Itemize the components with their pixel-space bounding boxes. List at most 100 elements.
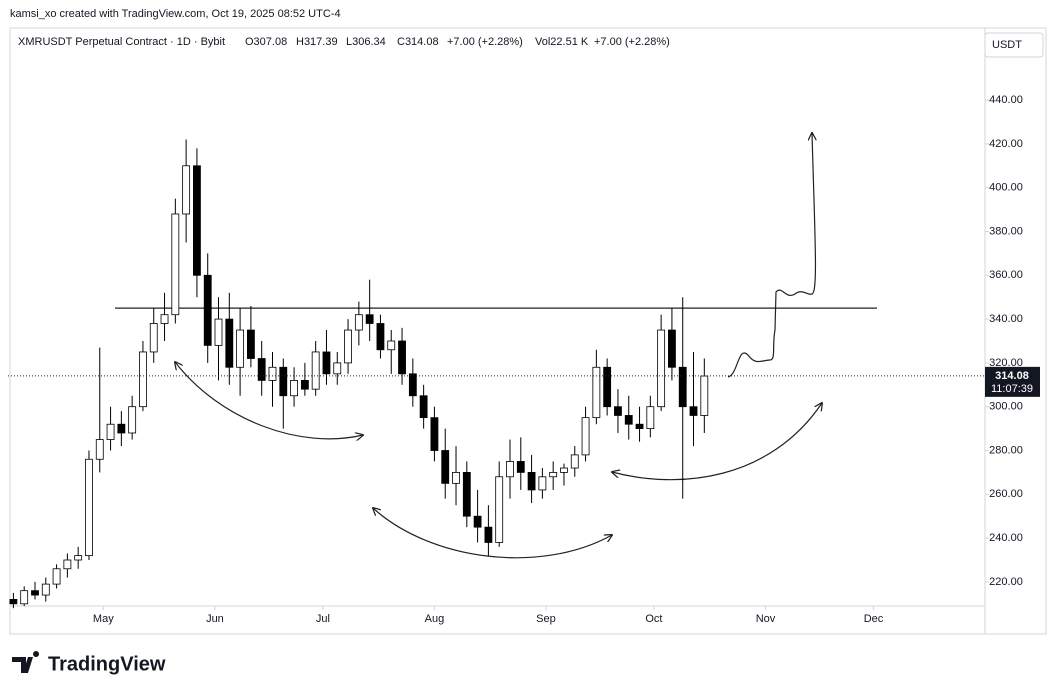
candle-body: [689, 406, 698, 416]
y-tick-label: 440.00: [989, 94, 1023, 106]
candle-body: [300, 380, 309, 390]
candle-body: [635, 423, 644, 430]
candle-body: [473, 515, 482, 528]
candle-body: [560, 467, 568, 473]
logo-text: TradingView: [48, 653, 166, 675]
drawings: [175, 133, 822, 559]
candle-body: [20, 590, 29, 605]
x-tick-label: Dec: [864, 613, 884, 625]
candle-body: [387, 340, 396, 351]
candle-body: [462, 472, 471, 517]
y-tick-label: 280.00: [989, 444, 1023, 456]
candle-body: [139, 351, 147, 408]
last-price-label: 314.08: [995, 370, 1029, 382]
candle-body: [52, 568, 61, 585]
candle-body: [268, 366, 277, 381]
candle-body: [63, 559, 72, 570]
currency-button[interactable]: [984, 32, 1044, 58]
x-tick-label: Nov: [756, 613, 776, 625]
candle-body: [106, 423, 115, 440]
footer-logo: TradingView: [12, 651, 166, 675]
candle-body: [668, 329, 676, 368]
volume-change: +7.00 (+2.28%): [594, 36, 670, 48]
candle-body: [419, 395, 428, 419]
candle-body: [322, 351, 331, 375]
volume: Vol22.51 K: [535, 36, 589, 48]
currency[interactable]: USDT: [992, 39, 1022, 51]
candle-body: [624, 415, 633, 425]
candle-body: [149, 323, 158, 353]
y-tick-label: 240.00: [989, 532, 1023, 544]
candle-body: [257, 358, 266, 381]
candle-body: [9, 599, 18, 605]
candle-body: [614, 406, 622, 416]
candle-body: [603, 366, 612, 408]
x-tick-label: Jun: [206, 613, 224, 625]
candle-body: [408, 373, 417, 397]
y-tick-label: 340.00: [989, 313, 1023, 325]
candle-body: [31, 590, 39, 596]
low: L306.34: [346, 36, 386, 48]
x-tick-label: Aug: [425, 613, 445, 625]
candle-body: [74, 555, 83, 561]
x-tick-label: May: [93, 613, 114, 625]
x-tick-label: Sep: [536, 613, 556, 625]
candle-body: [225, 318, 234, 368]
candle-body: [85, 458, 93, 557]
candle-body: [95, 439, 104, 460]
x-tick-label: Oct: [645, 613, 662, 625]
candle-body: [678, 366, 687, 408]
candle-body: [182, 165, 191, 215]
high: H317.39: [296, 36, 338, 48]
candle-body: [290, 380, 298, 397]
candle-body: [203, 274, 212, 346]
candles: [9, 139, 709, 609]
candle-body: [484, 526, 493, 543]
candle-body: [128, 406, 137, 434]
y-tick-label: 220.00: [989, 576, 1023, 588]
curve-arrow: [373, 508, 612, 559]
candle-body: [657, 329, 666, 408]
countdown: 11:07:39: [991, 383, 1033, 395]
candle-body: [398, 340, 406, 375]
logo-mark: [12, 651, 40, 673]
candle-body: [354, 314, 363, 331]
projection-arrow: [727, 133, 815, 378]
y-tick-label: 300.00: [989, 401, 1023, 413]
candle-body: [214, 318, 223, 346]
y-tick-label: 360.00: [989, 269, 1023, 281]
candle-body: [236, 329, 245, 368]
chart-frame: [9, 27, 1047, 635]
candle-body: [171, 213, 180, 316]
candle-body: [441, 450, 450, 484]
y-tick-label: 400.00: [989, 182, 1023, 194]
candle-body: [506, 461, 514, 478]
candle-body: [527, 472, 536, 491]
candle-body: [581, 417, 590, 456]
open: O307.08: [245, 36, 287, 48]
candle-body: [376, 323, 385, 351]
candle-body: [495, 476, 504, 543]
close: C314.08: [397, 36, 439, 48]
curve-arrow: [175, 362, 363, 439]
candle-body: [538, 476, 547, 491]
candle-body: [246, 329, 255, 359]
candle-body: [549, 472, 558, 478]
y-tick-label: 380.00: [989, 225, 1023, 237]
candle-body: [452, 472, 460, 484]
candle-body: [365, 314, 374, 324]
candle-body: [311, 351, 320, 390]
candle-body: [160, 314, 169, 324]
change: +7.00 (+2.28%): [447, 36, 523, 48]
candle-body: [570, 454, 579, 469]
candle-body: [117, 423, 126, 434]
symbol: XMRUSDT Perpetual Contract · 1D · Bybit: [18, 36, 225, 48]
candle-body: [333, 362, 342, 375]
candle-body: [592, 366, 601, 419]
credit: kamsi_xo created with TradingView.com, O…: [10, 8, 341, 20]
candle-body: [700, 375, 709, 416]
candle-body: [344, 329, 352, 364]
candle-body: [279, 366, 288, 397]
candle-body: [193, 165, 201, 276]
